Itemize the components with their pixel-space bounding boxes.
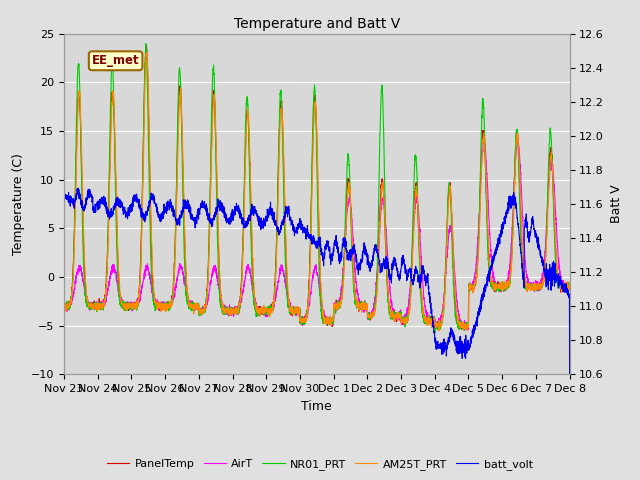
NR01_PRT xyxy=(148,280,156,286)
batt_volt xyxy=(254,215,262,221)
AM25T_PRT xyxy=(276,126,284,132)
AM25T_PRT xyxy=(143,50,150,56)
PanelTemp xyxy=(566,284,573,290)
PanelTemp xyxy=(463,326,471,332)
Title: Temperature and Batt V: Temperature and Batt V xyxy=(234,17,400,31)
Text: EE_met: EE_met xyxy=(92,54,140,67)
PanelTemp xyxy=(60,302,68,308)
batt_volt xyxy=(60,190,68,195)
PanelTemp xyxy=(143,42,150,48)
batt_volt xyxy=(556,274,564,279)
AM25T_PRT xyxy=(556,281,564,287)
AM25T_PRT xyxy=(566,286,573,291)
AirT xyxy=(148,283,156,288)
PanelTemp xyxy=(502,281,509,287)
AM25T_PRT xyxy=(502,282,509,288)
Line: batt_volt: batt_volt xyxy=(64,188,570,374)
Line: NR01_PRT: NR01_PRT xyxy=(64,44,570,333)
AM25T_PRT xyxy=(60,302,68,308)
AirT xyxy=(463,327,470,333)
PanelTemp xyxy=(276,113,284,119)
AirT xyxy=(566,286,573,292)
NR01_PRT xyxy=(566,282,573,288)
AM25T_PRT xyxy=(118,298,125,303)
batt_volt xyxy=(566,372,573,377)
Y-axis label: Temperature (C): Temperature (C) xyxy=(12,153,26,255)
AirT xyxy=(276,265,284,271)
AirT xyxy=(502,283,509,288)
NR01_PRT xyxy=(276,95,284,101)
AM25T_PRT xyxy=(435,328,443,334)
PanelTemp xyxy=(556,281,564,287)
AirT xyxy=(118,301,125,307)
X-axis label: Time: Time xyxy=(301,400,332,413)
PanelTemp xyxy=(118,300,125,306)
AirT xyxy=(556,271,564,276)
PanelTemp xyxy=(148,255,156,261)
AirT xyxy=(254,306,262,312)
NR01_PRT xyxy=(118,303,125,309)
AirT xyxy=(60,307,68,313)
AM25T_PRT xyxy=(148,243,156,249)
PanelTemp xyxy=(254,312,262,318)
Legend: PanelTemp, AirT, NR01_PRT, AM25T_PRT, batt_volt: PanelTemp, AirT, NR01_PRT, AM25T_PRT, ba… xyxy=(102,455,538,474)
batt_volt xyxy=(276,228,284,233)
AM25T_PRT xyxy=(254,309,262,315)
NR01_PRT xyxy=(502,281,509,287)
AirT xyxy=(481,134,488,140)
batt_volt xyxy=(74,185,82,191)
NR01_PRT xyxy=(60,306,68,312)
Y-axis label: Batt V: Batt V xyxy=(610,185,623,223)
NR01_PRT xyxy=(431,330,439,336)
batt_volt xyxy=(118,200,125,205)
batt_volt xyxy=(148,196,156,202)
Line: AirT: AirT xyxy=(64,137,570,330)
NR01_PRT xyxy=(556,284,564,289)
NR01_PRT xyxy=(142,41,150,47)
Line: PanelTemp: PanelTemp xyxy=(64,45,570,329)
batt_volt xyxy=(502,214,509,219)
Line: AM25T_PRT: AM25T_PRT xyxy=(64,53,570,331)
NR01_PRT xyxy=(254,307,262,312)
